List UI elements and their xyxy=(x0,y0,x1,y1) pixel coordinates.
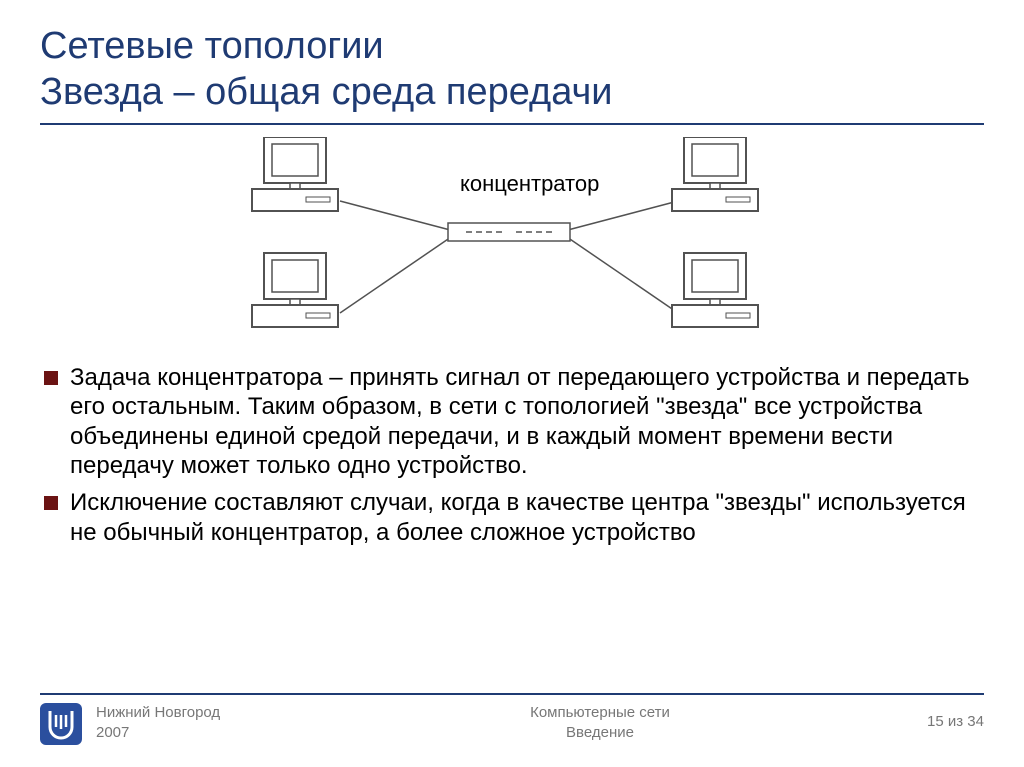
footer-location: Нижний Новгород xyxy=(96,703,336,723)
computer-icon xyxy=(252,253,338,327)
hub-label: концентратор xyxy=(460,171,599,197)
title-line2: Звезда – общая среда передачи xyxy=(40,71,613,113)
footer-center: Компьютерные сети Введение xyxy=(336,703,864,742)
title-underline xyxy=(40,123,984,125)
footer-page: 15 из 34 xyxy=(864,703,984,730)
slide-title: Сетевые топологии Звезда – общая среда п… xyxy=(40,24,984,115)
bullet-marker-icon xyxy=(44,371,58,385)
footer-row: Нижний Новгород 2007 Компьютерные сети В… xyxy=(40,703,984,745)
footer-topic: Введение xyxy=(336,723,864,743)
logo-icon xyxy=(44,707,78,741)
bullet-item: Задача концентратора – принять сигнал от… xyxy=(44,363,980,480)
bullet-text: Задача концентратора – принять сигнал от… xyxy=(70,363,980,480)
footer-course: Компьютерные сети xyxy=(336,703,864,723)
computer-icon xyxy=(672,137,758,211)
footer-line xyxy=(40,693,984,695)
footer: Нижний Новгород 2007 Компьютерные сети В… xyxy=(40,693,984,745)
bullet-marker-icon xyxy=(44,496,58,510)
hub-icon xyxy=(448,223,570,241)
footer-year: 2007 xyxy=(96,723,336,743)
computer-icon xyxy=(252,137,338,211)
footer-left: Нижний Новгород 2007 xyxy=(96,703,336,742)
title-line1: Сетевые топологии xyxy=(40,25,384,67)
bullet-list: Задача концентратора – принять сигнал от… xyxy=(44,363,980,547)
computer-icon xyxy=(672,253,758,327)
diagram-svg xyxy=(232,137,792,347)
slide: Сетевые топологии Звезда – общая среда п… xyxy=(0,0,1024,767)
bullet-item: Исключение составляют случаи, когда в ка… xyxy=(44,488,980,547)
bullet-text: Исключение составляют случаи, когда в ка… xyxy=(70,488,980,547)
unn-logo xyxy=(40,703,82,745)
network-diagram: концентратор xyxy=(232,137,792,347)
